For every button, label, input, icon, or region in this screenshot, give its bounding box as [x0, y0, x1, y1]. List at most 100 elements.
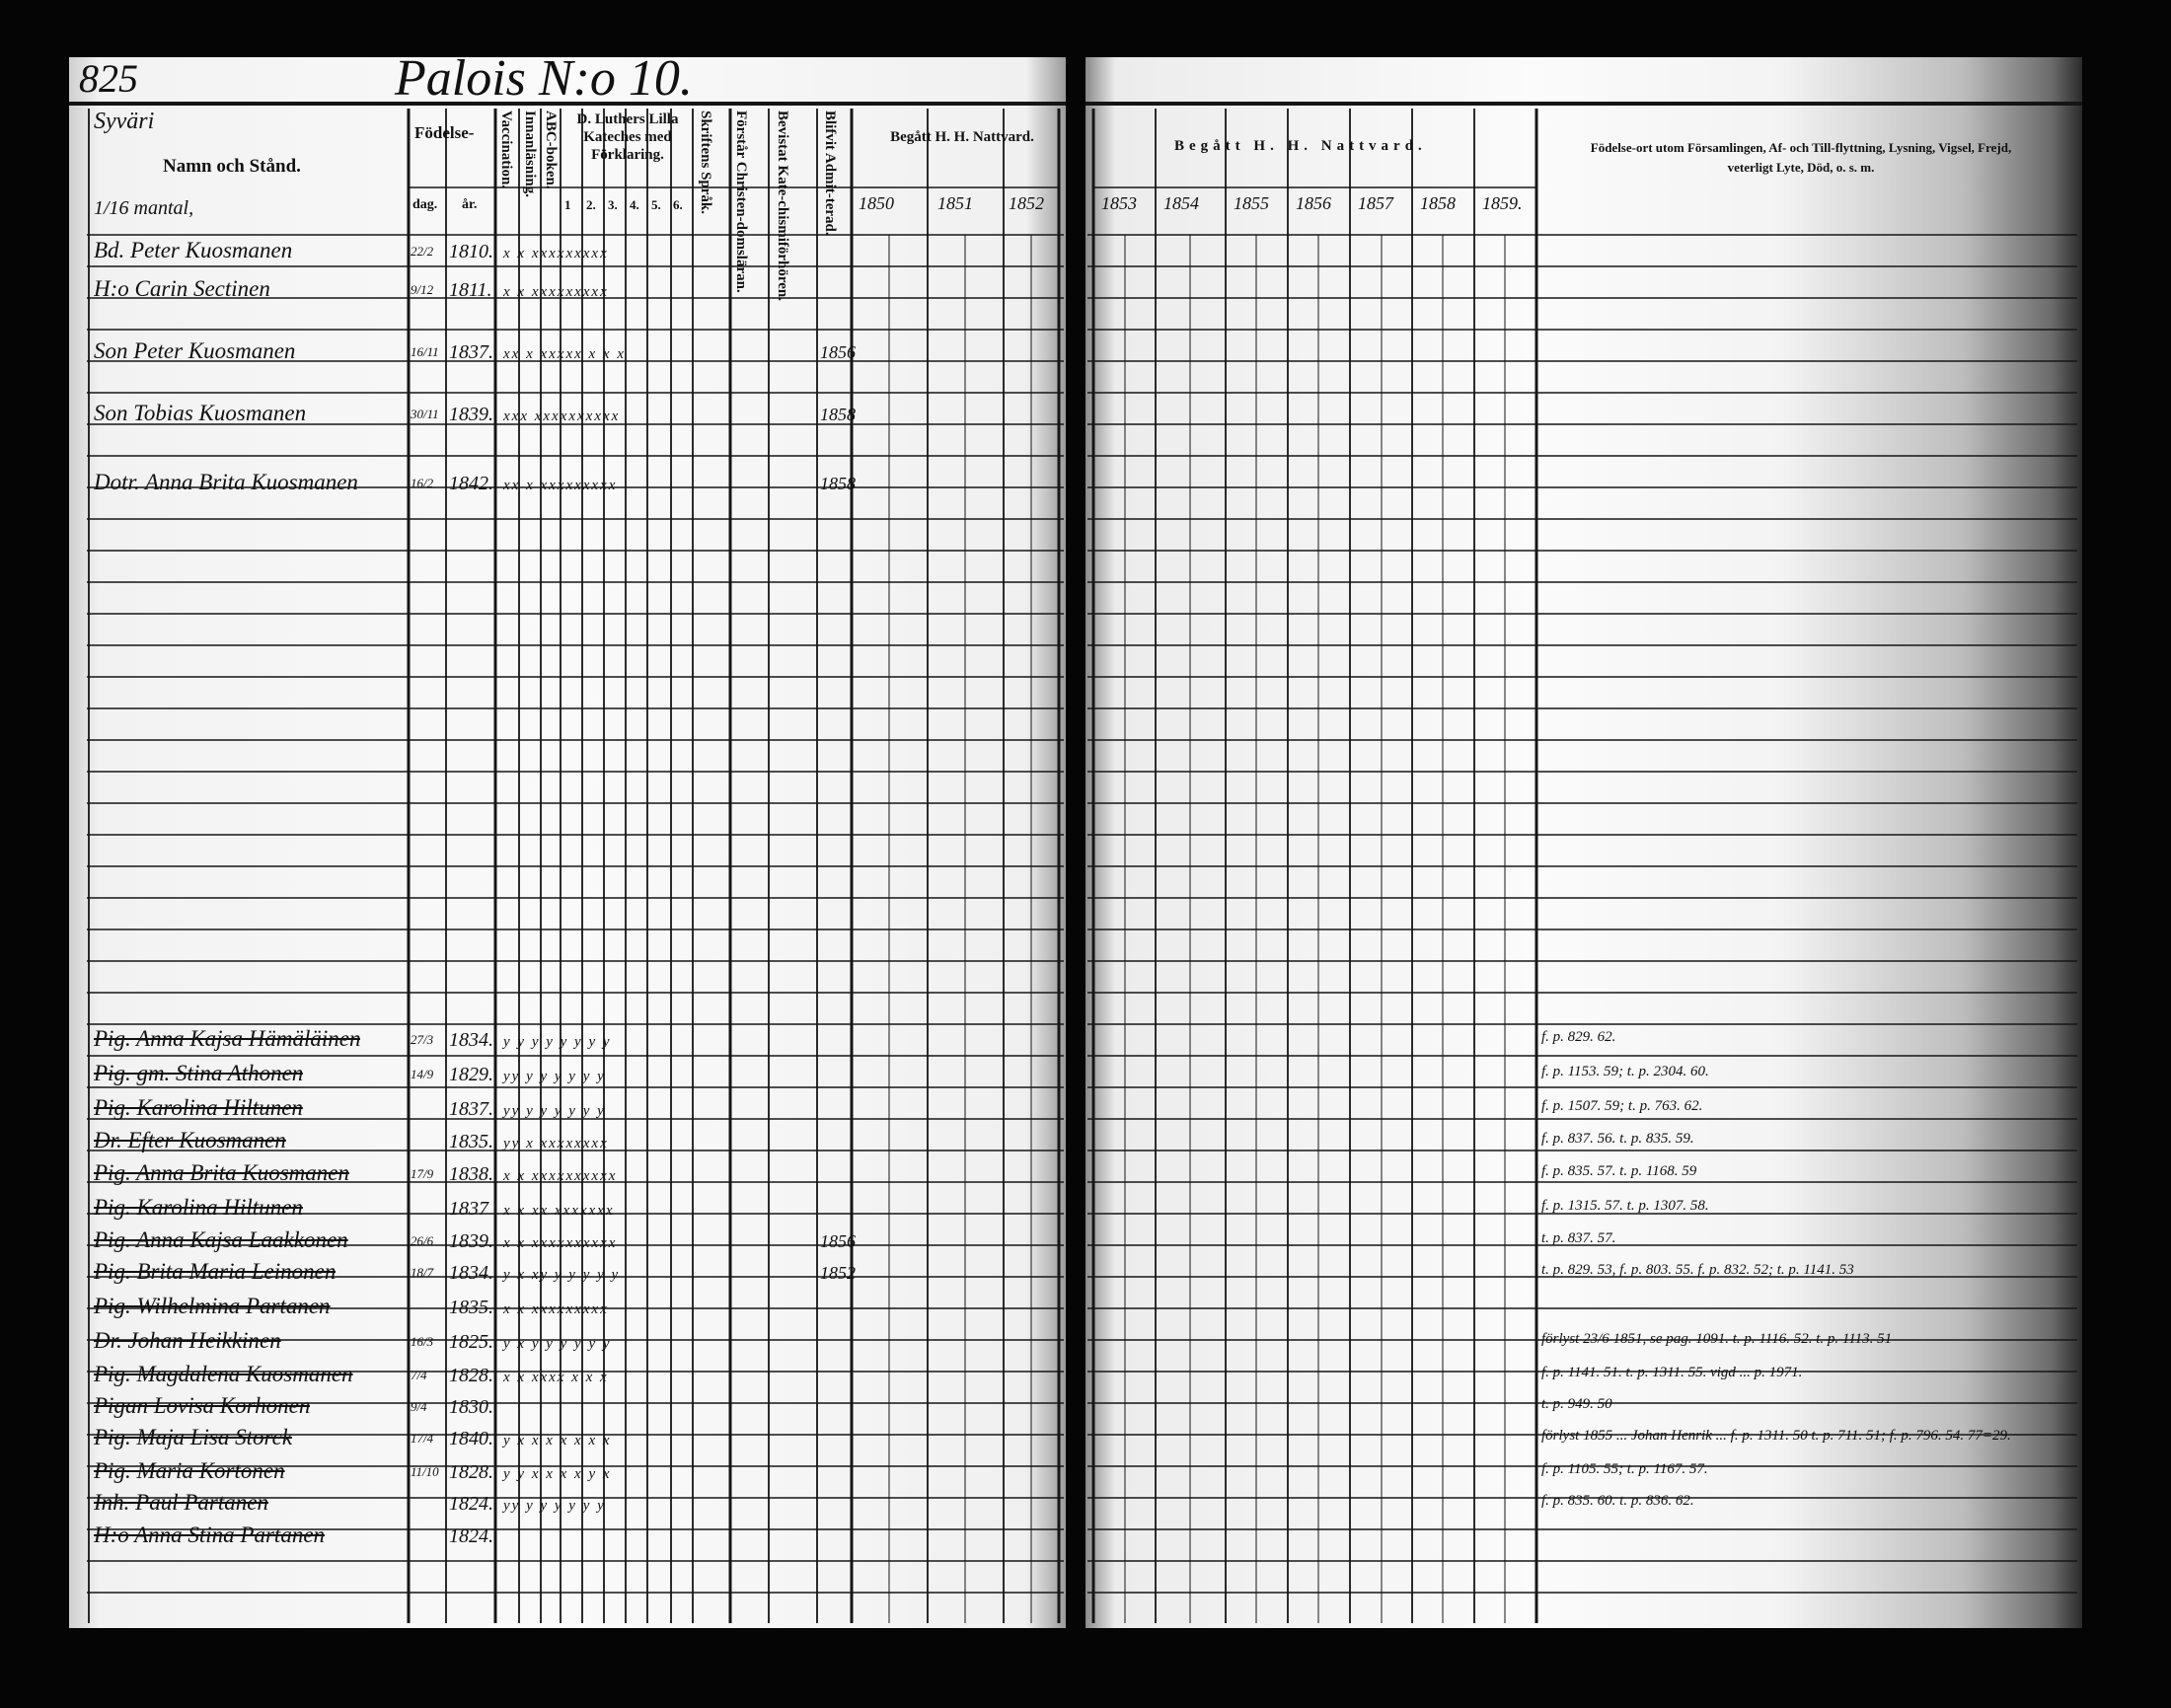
entry-catechism-marks: xxx xxxxxxxxxx	[503, 408, 621, 424]
page-title: Palois N:o 10.	[395, 50, 693, 107]
year-header: 1859.	[1482, 193, 1523, 213]
birth-day-header: dag.	[412, 197, 438, 212]
entry-catechism-marks: y x y y y y y y	[503, 1336, 612, 1352]
entry-catechism-marks: x x xx xxxxxxx	[503, 1203, 615, 1219]
entry-catechism-marks: x x xxxxxxxxxx	[503, 1168, 618, 1184]
entry-birth-year: 1837.	[449, 1098, 493, 1120]
entry-name: Pig. Maja Lisa Storck	[94, 1425, 293, 1449]
entry-remark: f. p. 829. 62.	[1541, 1029, 1616, 1045]
entry-name: Pig. Wilhelmina Partanen	[94, 1294, 331, 1318]
entry-name: Bd. Peter Kuosmanen	[94, 238, 293, 262]
entry-remark: f. p. 1105. 55; t. p. 1167. 57.	[1541, 1461, 1708, 1477]
luther-part-header: 6.	[673, 197, 683, 212]
entry-name: Inh. Paul Partanen	[94, 1490, 268, 1515]
entry-catechism-marks: yy x xxxxxxxx	[503, 1136, 609, 1151]
entry-birth-day: 22/2	[411, 244, 434, 259]
entry-birth-year: 1842.	[449, 473, 493, 494]
left-register-page	[69, 57, 1066, 1628]
communion-header-left: Begått H. H. Nattvard.	[890, 129, 1034, 145]
entry-birth-day: 17/4	[411, 1431, 434, 1446]
entry-birth-year: 1839.	[449, 1230, 493, 1252]
entry-remark: f. p. 835. 60. t. p. 836. 62.	[1541, 1493, 1694, 1509]
entry-remark: förlyst 1855 ... Johan Henrik ... f. p. …	[1541, 1428, 2011, 1444]
entry-catechism-marks: x x xxxxxxxxx	[503, 246, 609, 261]
entry-birth-day: 27/3	[411, 1032, 434, 1047]
entry-birth-day: 26/6	[411, 1233, 434, 1248]
entry-remark: f. p. 1507. 59; t. p. 763. 62.	[1541, 1098, 1703, 1114]
entry-birth-day: 9/4	[411, 1399, 427, 1414]
entry-name: Pig. Brita Maria Leinonen	[94, 1259, 337, 1284]
entry-catechism-marks: xx x xxxxx x x x	[503, 346, 626, 362]
entry-name: Pig. Karolina Hiltunen	[94, 1095, 303, 1120]
blifvit-header: Blifvit Admit-terad.	[822, 111, 838, 236]
year-header: 1851	[937, 193, 973, 213]
entry-name: Son Peter Kuosmanen	[94, 338, 296, 363]
entry-catechism-marks: y y y y y y y y	[503, 1034, 612, 1050]
innanlasning-header: Innanläsning.	[522, 111, 538, 197]
entry-admitted-year: 1856	[820, 1231, 856, 1251]
entry-name: Pig. Anna Kajsa Hämäläinen	[94, 1026, 361, 1051]
entry-birth-year: 1840.	[449, 1428, 493, 1449]
entry-remark: t. p. 949. 50	[1541, 1396, 1612, 1412]
entry-catechism-marks: yy y y y y y y	[503, 1069, 606, 1084]
entry-remark: t. p. 829. 53, f. p. 803. 55. f. p. 832.…	[1541, 1262, 1854, 1278]
entry-birth-year: 1811.	[449, 279, 492, 301]
village-name: Syväri	[94, 109, 155, 134]
entry-birth-year: 1810.	[449, 241, 493, 262]
entry-catechism-marks: yy y y y y y y	[503, 1103, 606, 1119]
entry-name: Dr. Efter Kuosmanen	[94, 1128, 286, 1152]
entry-name: Pig. Maria Kortonen	[94, 1458, 285, 1483]
entry-birth-day: 17/9	[411, 1166, 434, 1181]
entry-catechism-marks: xx x xxxxxxxxx	[503, 478, 618, 493]
year-header: 1856	[1296, 193, 1331, 213]
entry-birth-day: 16/2	[411, 476, 434, 490]
entry-birth-day: 9/12	[411, 282, 434, 297]
entry-name: Pig. gm. Stina Athonen	[94, 1061, 304, 1085]
entry-name: H:o Anna Stina Partanen	[94, 1522, 326, 1547]
abc-header: ABC-boken.	[543, 111, 559, 189]
entry-birth-day: 11/10	[411, 1464, 439, 1479]
entry-remark: f. p. 835. 57. t. p. 1168. 59	[1541, 1163, 1697, 1179]
entry-birth-year: 1834.	[449, 1029, 493, 1051]
entry-birth-day: 16/3	[411, 1334, 434, 1349]
entry-birth-day: 16/11	[411, 344, 439, 359]
birth-column-header: Födelse-	[414, 123, 475, 142]
entry-admitted-year: 1858	[820, 474, 856, 493]
entry-name: Pig. Magdalena Kuosmanen	[94, 1362, 353, 1386]
luther-part-header: 4.	[630, 197, 639, 212]
entry-birth-year: 1825.	[449, 1331, 493, 1353]
entry-birth-year: 1829.	[449, 1064, 493, 1085]
bevistat-header: Bevistat Kate-chismiförhören.	[775, 111, 790, 302]
entry-birth-year: 1835.	[449, 1131, 493, 1152]
luther-catechism-header: D. Luthers Lilla Kateches med Förklaring…	[576, 111, 679, 163]
entry-birth-year: 1839.	[449, 404, 493, 425]
entry-catechism-marks: y y x x x x y x	[503, 1466, 612, 1482]
entry-birth-year: 1834.	[449, 1262, 493, 1284]
year-header: 1852	[1009, 193, 1044, 213]
entry-remark: f. p. 1141. 51. t. p. 1311. 55. vigd ...…	[1541, 1365, 1803, 1380]
entry-name: Pig. Anna Brita Kuosmanen	[94, 1160, 349, 1185]
entry-admitted-year: 1852	[820, 1263, 856, 1283]
luther-part-header: 1	[564, 197, 571, 212]
entry-birth-year: 1824.	[449, 1525, 493, 1547]
entry-remark: f. p. 1315. 57. t. p. 1307. 58.	[1541, 1198, 1709, 1214]
entry-birth-year: 1835.	[449, 1297, 493, 1318]
name-column-header: Namn och Stånd.	[163, 156, 301, 177]
entry-catechism-marks: y x xy y y y y y	[503, 1267, 621, 1283]
entry-birth-year: 1828.	[449, 1365, 493, 1386]
entry-birth-day: 7/4	[411, 1368, 427, 1382]
entry-birth-day: 14/9	[411, 1067, 434, 1081]
entry-name: H:o Carin Sectinen	[94, 276, 270, 301]
entry-catechism-marks: x x xxxxxxxxxx	[503, 1235, 618, 1251]
entry-catechism-marks: x x xxxx x x x	[503, 1370, 609, 1385]
entry-birth-year: 1837	[449, 1198, 488, 1220]
luther-part-header: 5.	[651, 197, 661, 212]
vaccination-header: Vaccination.	[498, 111, 514, 189]
communion-header-right: Begått H. H. Nattvard.	[1174, 138, 1427, 154]
entry-catechism-marks: x x xxxxxxxxx	[503, 1301, 609, 1317]
page-number: 825	[79, 56, 138, 101]
remarks-column-header: Födelse-ort utom Församlingen, Af- och T…	[1590, 140, 2012, 175]
luther-part-header: 3.	[608, 197, 618, 212]
year-header: 1850	[859, 193, 894, 213]
skrift-header: Skriftens Språk.	[698, 111, 713, 215]
